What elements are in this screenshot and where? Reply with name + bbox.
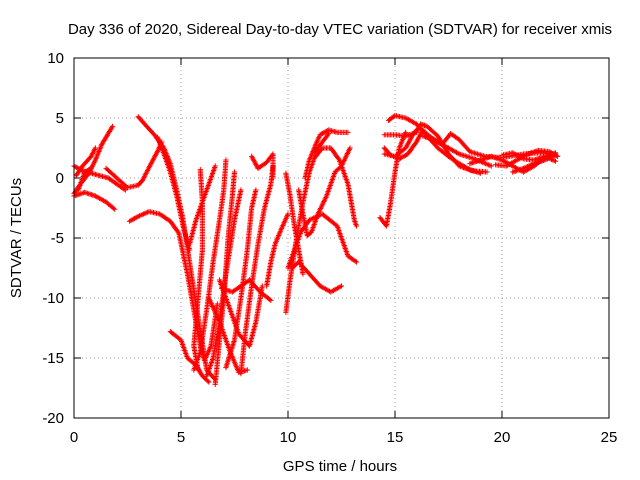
series-markers (420, 131, 559, 161)
data-series (302, 127, 351, 181)
x-tick-label: 15 (387, 429, 404, 446)
data-points (71, 113, 561, 387)
x-tick-label: 25 (601, 429, 618, 446)
series-markers (127, 209, 220, 363)
data-series (223, 187, 259, 371)
y-tick-label: -20 (42, 410, 64, 427)
chart-title: Day 336 of 2020, Sidereal Day-to-day VTE… (68, 21, 612, 38)
series-markers (223, 187, 259, 371)
series-markers (249, 151, 276, 181)
series-markers (191, 157, 229, 373)
data-series (191, 167, 205, 373)
series-markers (377, 129, 409, 229)
data-series (75, 165, 94, 193)
series-markers (381, 127, 419, 159)
axis-ticks: 0 5 10 15 20 25 -20 -15 -10 -5 0 5 10 (42, 50, 617, 446)
data-series (289, 259, 345, 295)
y-tick-label: 5 (56, 110, 64, 127)
y-tick-label: -15 (42, 350, 64, 367)
data-series (264, 211, 291, 289)
data-series (381, 127, 419, 159)
series-markers (135, 114, 218, 383)
data-series (71, 189, 118, 212)
data-series (377, 129, 409, 229)
data-series (135, 114, 218, 383)
series-markers (510, 152, 559, 175)
series-markers (73, 145, 98, 179)
series-markers (264, 211, 291, 289)
data-series (73, 145, 98, 179)
series-markers (103, 139, 165, 191)
data-series (212, 169, 238, 387)
x-tick-label: 0 (70, 429, 78, 446)
data-series (191, 157, 229, 373)
y-axis-label: SDTVAR / TECUs (8, 178, 25, 298)
series-markers (212, 169, 238, 387)
y-tick-label: -10 (42, 290, 64, 307)
x-axis-label: GPS time / hours (283, 458, 397, 475)
data-series (127, 209, 220, 363)
y-tick-label: -5 (51, 230, 64, 247)
x-tick-label: 10 (280, 429, 297, 446)
series-markers (289, 259, 345, 295)
series-markers (71, 189, 118, 212)
series-markers (238, 163, 276, 377)
data-series (420, 131, 559, 161)
series-markers (191, 167, 205, 373)
data-series (154, 134, 193, 253)
data-series (313, 145, 360, 229)
x-tick-label: 20 (494, 429, 511, 446)
y-tick-label: 0 (56, 170, 64, 187)
series-markers (296, 145, 353, 239)
data-series (296, 145, 353, 239)
data-series (510, 152, 559, 175)
series-markers (154, 134, 193, 253)
series-markers (75, 165, 94, 193)
y-tick-label: 10 (47, 50, 64, 67)
series-markers (313, 145, 360, 229)
data-series (216, 277, 265, 349)
data-series (249, 151, 276, 181)
data-series (238, 163, 276, 377)
x-tick-label: 5 (177, 429, 185, 446)
series-markers (302, 127, 351, 181)
series-markers (216, 277, 265, 349)
data-series (103, 139, 165, 191)
